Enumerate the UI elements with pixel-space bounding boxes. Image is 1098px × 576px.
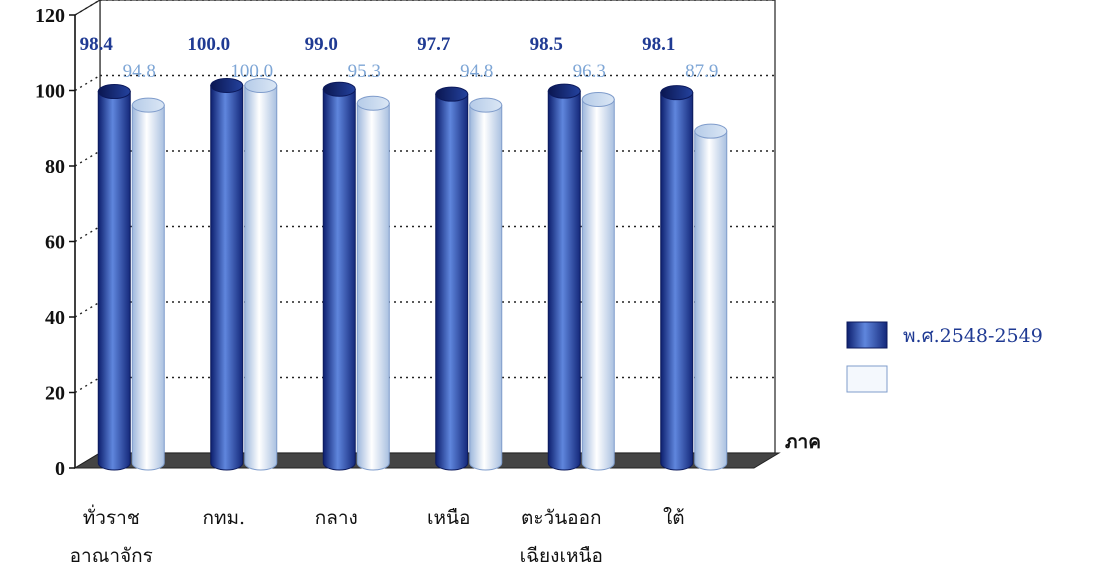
y-tick-label: 40 bbox=[45, 307, 65, 329]
bar-series2 bbox=[694, 123, 728, 471]
y-tick-label: 0 bbox=[55, 458, 65, 480]
bar-top bbox=[660, 85, 694, 101]
x-tick-label: เหนือ bbox=[427, 507, 470, 529]
gridline-side bbox=[74, 0, 101, 16]
bar-top bbox=[322, 81, 356, 97]
legend-swatch-series1 bbox=[846, 321, 888, 349]
bar-body bbox=[547, 90, 581, 471]
y-tick-label: 20 bbox=[45, 383, 65, 405]
gridline-side bbox=[74, 74, 101, 92]
side-wall bbox=[74, 0, 101, 470]
bar-body bbox=[435, 93, 469, 471]
data-label-series2: 87.9 bbox=[685, 61, 718, 82]
bar-series2 bbox=[581, 91, 615, 471]
data-label-series1: 98.4 bbox=[80, 34, 114, 55]
x-tick-label: กทม. bbox=[202, 507, 245, 529]
bar-series2 bbox=[469, 97, 503, 471]
bar-body bbox=[244, 85, 278, 471]
bar-top bbox=[547, 83, 581, 99]
legend-swatch-series2 bbox=[846, 365, 888, 393]
y-tick-label: 120 bbox=[35, 5, 65, 27]
y-tick-label: 100 bbox=[35, 81, 65, 103]
data-label-series1: 98.5 bbox=[530, 34, 563, 55]
bar-body bbox=[660, 92, 694, 471]
bar-top bbox=[469, 97, 503, 113]
bar-series2 bbox=[356, 95, 390, 471]
bar-body bbox=[97, 91, 131, 471]
data-label-series1: 98.1 bbox=[642, 34, 675, 55]
gridline-side bbox=[74, 150, 101, 167]
bar-top bbox=[97, 84, 131, 100]
x-axis-label: ภาค bbox=[785, 431, 821, 453]
data-label-series2: 96.3 bbox=[573, 61, 606, 82]
bar-top bbox=[244, 78, 278, 93]
bar-body bbox=[322, 88, 356, 471]
data-label-series2: 94.8 bbox=[123, 61, 156, 82]
bar-series1 bbox=[210, 78, 244, 471]
bar-top bbox=[581, 91, 615, 107]
data-label-series1: 99.0 bbox=[305, 34, 338, 55]
x-tick-label: ทั่วราช bbox=[83, 504, 140, 529]
data-label-series1: 100.0 bbox=[187, 34, 230, 55]
bar-top bbox=[210, 78, 244, 93]
bar-body bbox=[581, 98, 615, 471]
bar-series1 bbox=[660, 85, 694, 471]
data-label-series2: 95.3 bbox=[348, 61, 381, 82]
bar-body bbox=[469, 104, 503, 471]
bar-top bbox=[356, 95, 390, 111]
bar-series1 bbox=[97, 84, 131, 471]
bar-series1 bbox=[322, 81, 356, 471]
x-tick-label: เฉียงเหนือ bbox=[520, 545, 603, 567]
gridline-side bbox=[74, 301, 101, 318]
data-label-series1: 97.7 bbox=[417, 34, 451, 55]
bar-series1 bbox=[435, 86, 469, 471]
x-tick-label: ตะวันออก bbox=[521, 507, 602, 529]
bar-series2 bbox=[131, 97, 165, 471]
y-tick-label: 80 bbox=[45, 156, 65, 178]
gridline-side bbox=[74, 376, 101, 394]
data-label-series2: 100.0 bbox=[230, 61, 273, 82]
bar-body bbox=[131, 104, 165, 471]
bar-top bbox=[131, 97, 165, 113]
bar-series2 bbox=[244, 78, 278, 471]
y-tick-label: 60 bbox=[45, 232, 65, 254]
bar-series1 bbox=[547, 83, 581, 471]
legend-label-series1: พ.ศ.2548-2549 bbox=[903, 325, 1043, 347]
gridline-side bbox=[74, 225, 101, 243]
bar-body bbox=[694, 130, 728, 471]
bar-body bbox=[210, 85, 244, 471]
x-tick-label: ใต้ bbox=[663, 507, 685, 529]
x-tick-label: อาณาจักร bbox=[70, 545, 153, 567]
bar-body bbox=[356, 102, 390, 471]
bar-top bbox=[435, 86, 469, 102]
bar-top bbox=[694, 123, 728, 139]
x-tick-label: กลาง bbox=[315, 507, 358, 529]
data-label-series2: 94.8 bbox=[460, 61, 493, 82]
